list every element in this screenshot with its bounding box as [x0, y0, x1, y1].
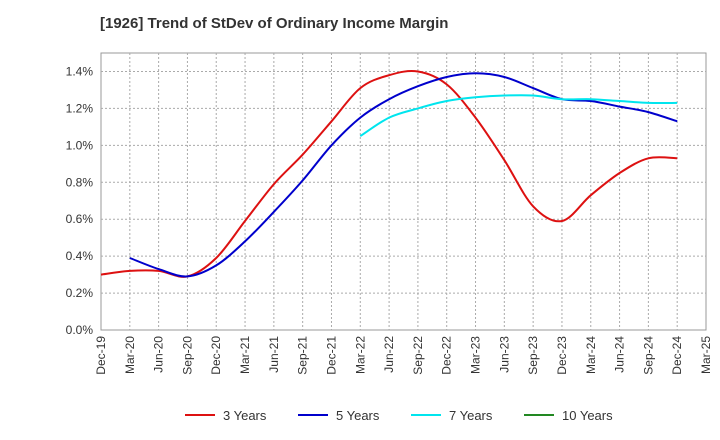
series-line-3-years	[100, 70, 678, 278]
x-tick-label: Dec-22	[440, 336, 454, 375]
x-tick-label: Sep-23	[526, 336, 540, 375]
x-tick-label: Mar-25	[699, 336, 713, 374]
series-line-5-years	[129, 72, 678, 278]
chart-title: [1926] Trend of StDev of Ordinary Income…	[100, 15, 449, 32]
x-tick-label: Mar-20	[123, 336, 137, 374]
plot-frame	[100, 52, 707, 331]
x-tick-label: Dec-19	[94, 336, 108, 375]
y-tick-label: 0.0%	[66, 323, 94, 337]
y-tick-label: 0.4%	[66, 249, 94, 263]
y-tick-label: 1.0%	[66, 138, 94, 152]
y-tick-label: 1.4%	[66, 64, 94, 78]
x-tick-label: Dec-21	[324, 336, 338, 375]
grid-layer	[100, 52, 707, 331]
y-tick-label: 0.6%	[66, 212, 94, 226]
legend: 3 Years 5 Years 7 Years 10 Years	[185, 408, 613, 423]
x-tick-label: Sep-22	[411, 336, 425, 375]
series-layer	[100, 70, 678, 278]
x-tick-label: Dec-20	[209, 336, 223, 375]
series-line-7-years	[359, 94, 678, 137]
legend-label: 10 Years	[562, 408, 613, 423]
y-tick-label: 0.8%	[66, 175, 94, 189]
x-tick-label: Dec-24	[670, 336, 684, 375]
x-tick-label: Sep-21	[296, 336, 310, 375]
x-tick-label: Sep-24	[641, 336, 655, 375]
x-tick-label: Mar-21	[238, 336, 252, 374]
x-tick-label: Jun-20	[152, 336, 166, 373]
x-tick-label: Sep-20	[180, 336, 194, 375]
legend-label: 3 Years	[223, 408, 267, 423]
y-tick-label: 1.2%	[66, 101, 94, 115]
x-tick-label: Jun-23	[497, 336, 511, 373]
x-tick-label: Mar-23	[469, 336, 483, 374]
x-tick-label: Jun-21	[267, 336, 281, 373]
legend-label: 5 Years	[336, 408, 380, 423]
legend-label: 7 Years	[449, 408, 493, 423]
y-tick-label: 0.2%	[66, 286, 94, 300]
x-tick-label: Jun-22	[382, 336, 396, 373]
x-tick-label: Dec-23	[555, 336, 569, 375]
x-tick-label: Mar-22	[353, 336, 367, 374]
x-tick-label: Jun-24	[613, 336, 627, 373]
x-tick-label: Mar-24	[584, 336, 598, 374]
axis-layer: 0.0% 0.2% 0.4% 0.6% 0.8% 1.0% 1.2% 1.4% Dec-19 Ma…	[66, 64, 713, 374]
